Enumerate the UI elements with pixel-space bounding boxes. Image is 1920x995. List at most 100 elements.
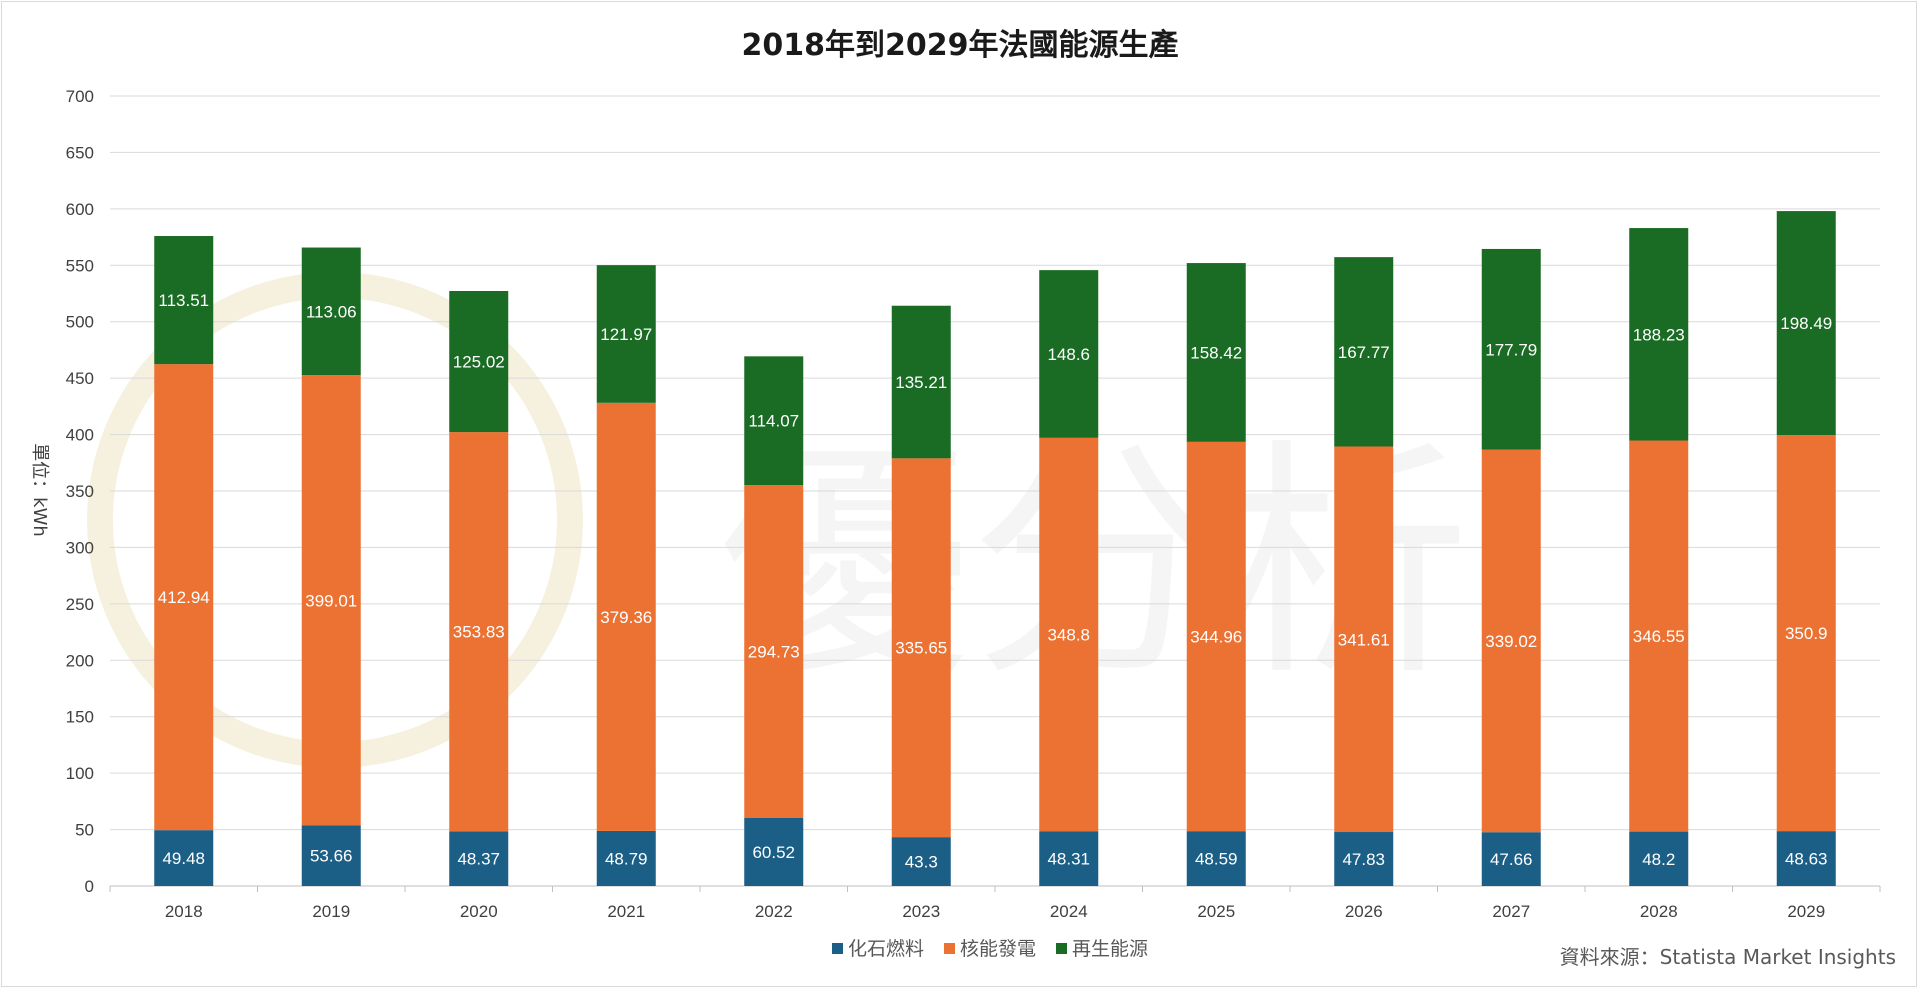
bar-segment — [1039, 437, 1099, 832]
chart-title: 2018年到2029年法國能源生產 — [742, 28, 1179, 63]
y-tick-label: 600 — [66, 200, 94, 219]
data-label: 294.73 — [748, 642, 800, 661]
bar-segment — [301, 247, 361, 376]
legend-label: 核能發電 — [960, 938, 1036, 960]
bar-segment — [1186, 441, 1246, 832]
data-label: 114.07 — [748, 412, 799, 431]
data-label: 48.79 — [605, 849, 648, 868]
bar-segment — [1629, 440, 1689, 832]
data-label: 148.6 — [1047, 345, 1090, 364]
data-label: 177.79 — [1485, 340, 1537, 359]
bar-segment — [1481, 449, 1541, 833]
data-label: 48.37 — [457, 850, 500, 869]
source-note: 資料來源：Statista Market Insights — [1560, 945, 1896, 969]
x-tick-label: 2028 — [1640, 902, 1678, 921]
data-label: 49.48 — [162, 849, 205, 868]
bar-segment — [744, 485, 804, 818]
y-tick-label: 650 — [66, 143, 94, 162]
y-tick-label: 50 — [75, 821, 94, 840]
y-tick-label: 300 — [66, 538, 94, 557]
x-tick-label: 2021 — [607, 902, 645, 921]
data-label: 341.61 — [1338, 630, 1390, 649]
bar-segment — [449, 432, 509, 832]
data-label: 353.83 — [453, 623, 505, 642]
data-label: 48.63 — [1785, 850, 1828, 869]
data-label: 47.83 — [1342, 850, 1385, 869]
data-label: 60.52 — [752, 843, 795, 862]
data-label: 167.77 — [1338, 343, 1390, 362]
x-tick-label: 2026 — [1345, 902, 1383, 921]
bar-segment — [596, 402, 656, 831]
data-label: 121.97 — [600, 325, 652, 344]
y-tick-label: 0 — [85, 877, 94, 896]
bar-segment — [449, 831, 509, 886]
bar-segment — [154, 830, 214, 886]
bar-segment — [1334, 257, 1394, 447]
y-tick-label: 250 — [66, 595, 94, 614]
bar-segment — [1334, 446, 1394, 833]
x-tick-label: 2022 — [755, 902, 793, 921]
data-label: 158.42 — [1190, 343, 1242, 362]
y-axis-ticks: 0 50 100 150 200 250 300 350 400 450 500 550 600 650 7… — [66, 87, 94, 896]
gridlines — [109, 95, 1881, 892]
y-tick-label: 400 — [66, 426, 94, 445]
data-label: 346.55 — [1633, 627, 1685, 646]
bar-segment — [744, 356, 804, 486]
y-tick-label: 150 — [66, 708, 94, 727]
x-tick-label: 2024 — [1050, 902, 1088, 921]
data-label: 48.59 — [1195, 850, 1238, 869]
legend-swatch — [944, 943, 955, 954]
bar-segment — [1334, 832, 1394, 886]
bar-segment — [1776, 831, 1836, 886]
bar-segment — [1776, 211, 1836, 436]
bar-segment — [301, 375, 361, 826]
data-label: 379.36 — [600, 608, 652, 627]
legend-label: 化石燃料 — [848, 938, 924, 960]
bar-segment — [596, 830, 656, 886]
x-tick-label: 2025 — [1197, 902, 1235, 921]
bars: 49.48 412.94 113.51 53.66 399.01 113.06 48.37 3… — [154, 211, 1836, 886]
data-label: 48.31 — [1047, 850, 1090, 869]
bar-segment — [744, 817, 804, 886]
data-label: 113.51 — [158, 291, 209, 310]
bar-segment — [1481, 248, 1541, 450]
legend-label: 再生能源 — [1072, 938, 1148, 960]
y-tick-label: 100 — [66, 764, 94, 783]
bar-segment — [154, 364, 214, 831]
x-axis-ticks: 2018 2019 2020 2021 2022 2023 2024 2025 2026 2027… — [165, 902, 1825, 921]
legend: 化石燃料 核能發電 再生能源 — [832, 938, 1148, 960]
x-tick-label: 2020 — [460, 902, 498, 921]
y-tick-label: 700 — [66, 87, 94, 106]
data-label: 339.02 — [1485, 632, 1537, 651]
bar-segment — [1039, 270, 1099, 438]
y-axis-label: 單位：kWh — [29, 443, 50, 537]
legend-swatch — [832, 943, 843, 954]
bar-segment — [154, 236, 214, 365]
legend-swatch — [1056, 943, 1067, 954]
x-tick-label: 2019 — [312, 902, 350, 921]
data-label: 198.49 — [1780, 314, 1832, 333]
bar-segment — [449, 290, 509, 433]
data-label: 335.65 — [895, 639, 947, 658]
data-label: 113.06 — [306, 302, 357, 321]
bar-segment — [596, 265, 656, 403]
bar-segment — [301, 825, 361, 886]
bar-segment — [1186, 831, 1246, 886]
data-label: 53.66 — [310, 847, 353, 866]
y-tick-label: 350 — [66, 482, 94, 501]
bar-segment — [1629, 831, 1689, 886]
data-label: 47.66 — [1490, 850, 1533, 869]
y-tick-label: 550 — [66, 256, 94, 275]
data-label: 344.96 — [1190, 628, 1242, 647]
data-label: 188.23 — [1633, 325, 1685, 344]
bar-segment — [1481, 832, 1541, 886]
data-label: 350.9 — [1785, 624, 1828, 643]
bar-segment — [891, 305, 951, 459]
data-label: 412.94 — [158, 588, 210, 607]
bar-segment — [1039, 831, 1099, 886]
data-label: 399.01 — [305, 591, 357, 610]
x-tick-label: 2023 — [902, 902, 940, 921]
bar-segment — [891, 458, 951, 838]
bar-segment — [891, 837, 951, 886]
